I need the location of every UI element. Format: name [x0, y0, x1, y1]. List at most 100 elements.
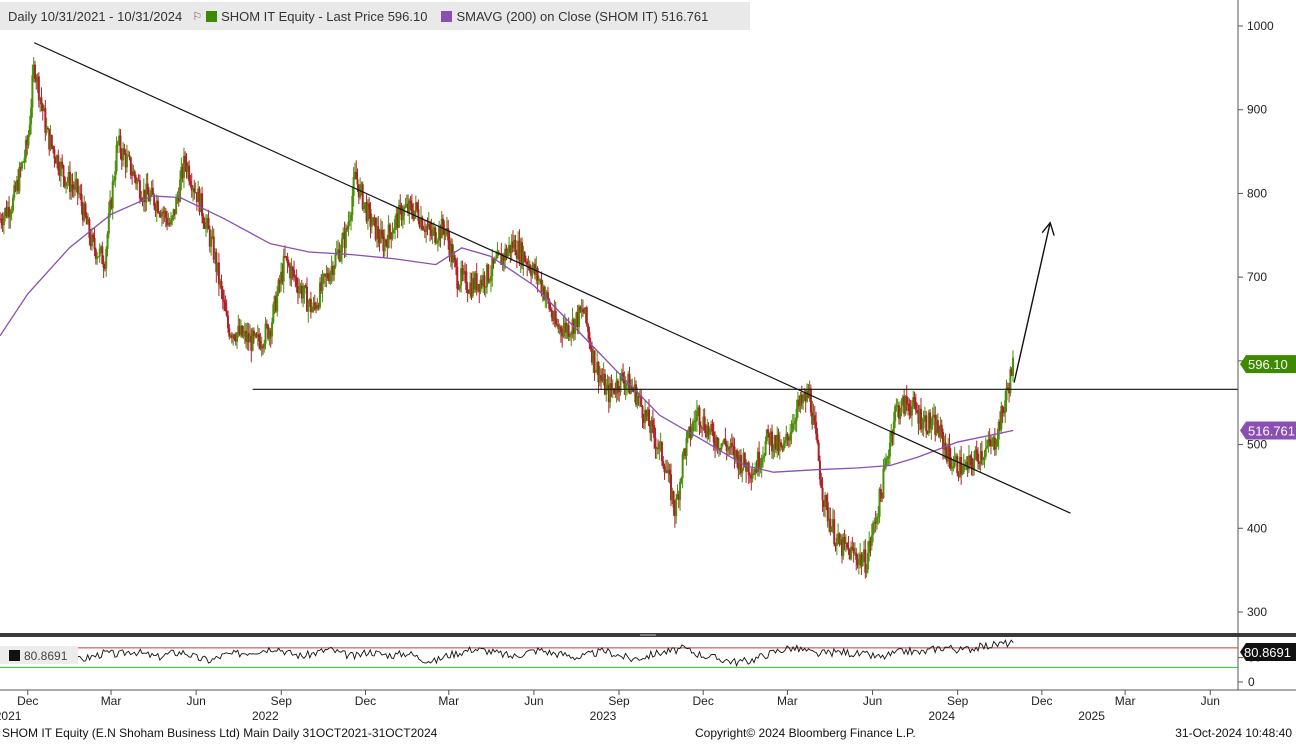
price-candle: [554, 310, 557, 325]
footer-right: 31-Oct-2024 10:48:40: [1175, 726, 1292, 740]
price-candle: [719, 448, 722, 450]
price-candle: [1000, 406, 1003, 430]
price-candle: [346, 228, 349, 230]
price-candle: [750, 475, 753, 479]
price-candle: [776, 434, 779, 450]
price-candle: [298, 288, 301, 294]
price-candle: [767, 429, 770, 434]
price-candle: [977, 453, 980, 462]
price-candle: [777, 434, 780, 452]
price-candle: [803, 392, 806, 399]
price-candle: [496, 252, 499, 259]
price-candle: [410, 204, 413, 214]
price-candle: [256, 334, 259, 337]
price-candle: [251, 330, 254, 351]
price-candle: [403, 207, 406, 216]
price-candle: [474, 273, 477, 290]
price-candle: [908, 403, 911, 412]
price-candle: [277, 279, 280, 294]
price-candle: [912, 397, 915, 407]
price-candle: [211, 236, 214, 238]
price-candle: [900, 400, 903, 413]
price-candle: [75, 179, 78, 183]
price-candle: [566, 325, 569, 333]
price-candle: [109, 199, 112, 213]
price-candle: [399, 204, 402, 206]
price-candle: [331, 266, 334, 276]
price-candle: [971, 465, 974, 470]
price-candle: [895, 405, 898, 407]
x-month-label: Sep: [608, 694, 630, 708]
x-month-label: Dec: [693, 694, 714, 708]
price-candle: [89, 237, 92, 247]
price-candle: [348, 220, 351, 222]
price-candle: [24, 139, 27, 158]
price-candle: [745, 465, 748, 472]
price-candle: [192, 188, 195, 191]
price-candle: [923, 415, 926, 419]
price-candle: [999, 421, 1002, 430]
price-candle: [816, 434, 819, 443]
price-candle: [873, 522, 876, 524]
price-candle: [888, 442, 891, 457]
price-candle: [798, 399, 801, 406]
price-candle: [978, 461, 981, 464]
price-candle: [0, 218, 3, 223]
price-candle: [685, 437, 688, 456]
price-candle: [903, 396, 906, 414]
price-candle: [842, 537, 845, 556]
price-candle: [290, 267, 293, 279]
price-candle: [71, 184, 74, 188]
price-candle: [887, 456, 890, 459]
price-candle: [802, 398, 805, 404]
price-candle: [857, 558, 860, 566]
price-candle: [597, 361, 600, 383]
price-candle: [489, 276, 492, 281]
price-candle: [942, 431, 945, 450]
price-candle: [395, 213, 398, 219]
price-candle: [460, 268, 463, 286]
pin-icon[interactable]: ⚐: [192, 10, 203, 23]
price-candle: [521, 242, 524, 266]
price-candle: [237, 325, 240, 333]
price-candle: [72, 187, 75, 190]
price-candle: [138, 180, 141, 199]
price-candle: [17, 180, 20, 192]
oscillator-line: [0, 639, 1014, 668]
price-candle: [616, 380, 619, 392]
price-candle: [337, 249, 340, 252]
price-candle: [517, 240, 520, 259]
price-candle: [657, 447, 660, 450]
price-candle: [127, 155, 130, 157]
price-candle: [793, 423, 796, 425]
price-candle: [230, 335, 233, 338]
price-candle: [289, 265, 292, 279]
price-candle: [6, 207, 9, 217]
price-candle: [997, 421, 1000, 440]
price-candle: [366, 203, 369, 222]
price-candle: [860, 554, 863, 566]
price-candle: [282, 256, 285, 282]
price-candle: [533, 263, 536, 275]
price-candle: [940, 424, 943, 432]
price-candle: [613, 388, 616, 393]
price-candle: [207, 218, 210, 230]
price-candle: [879, 488, 882, 495]
price-candle: [41, 104, 44, 112]
y-tick-label: 1000: [1247, 19, 1274, 33]
price-candle: [202, 216, 205, 224]
price-candle: [273, 296, 276, 305]
price-candle: [565, 322, 568, 333]
price-candle: [15, 180, 18, 191]
price-candle: [378, 238, 381, 243]
price-candle: [764, 441, 767, 456]
price-candle: [1, 222, 4, 226]
price-candle: [454, 259, 457, 267]
price-candle: [761, 457, 764, 459]
price-candle: [820, 479, 823, 488]
price-candle: [101, 246, 104, 265]
price-candle: [806, 390, 809, 402]
price-candle: [768, 433, 771, 445]
price-candle: [405, 203, 408, 207]
up-arrow-shaft: [1013, 222, 1051, 383]
